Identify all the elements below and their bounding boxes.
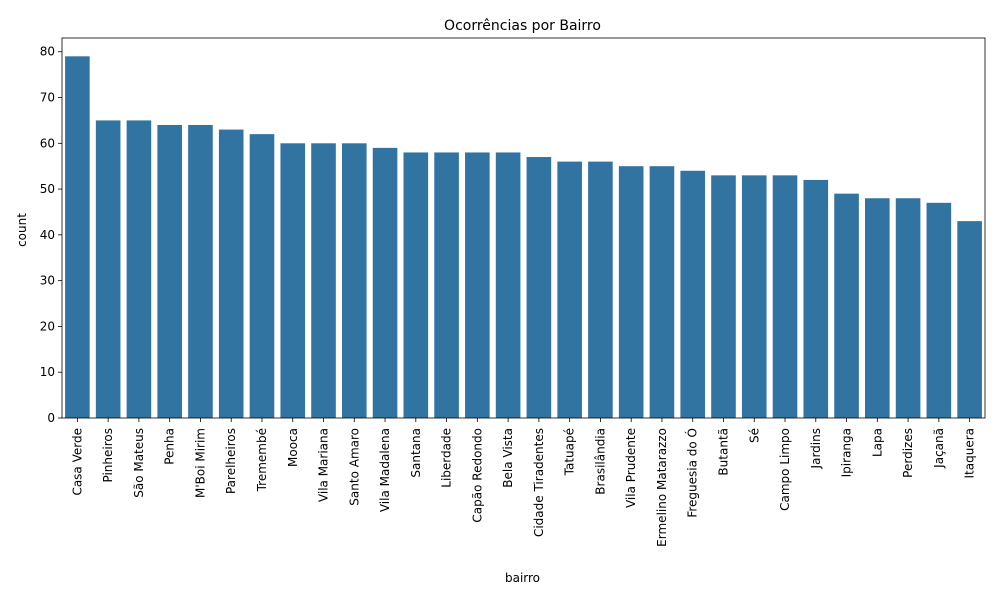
x-tick-label: Mooca — [286, 428, 300, 467]
x-tick-label: Butantã — [716, 428, 730, 476]
y-tick-label: 20 — [40, 319, 55, 333]
bar — [618, 166, 644, 418]
y-tick-label: 30 — [40, 274, 55, 288]
bar — [588, 161, 613, 419]
bar — [95, 120, 121, 418]
bar — [803, 179, 829, 418]
x-tick-label: Freguesia do Ó — [685, 428, 700, 518]
y-tick-label: 70 — [40, 91, 55, 105]
y-tick-label: 50 — [40, 182, 55, 196]
bar — [341, 143, 367, 418]
bar — [711, 175, 736, 418]
bars-group — [65, 56, 982, 419]
bar — [895, 198, 921, 418]
x-tick-label: Liberdade — [440, 428, 454, 488]
bar — [249, 134, 275, 418]
bar — [957, 221, 982, 418]
bar — [372, 147, 398, 418]
bar — [65, 56, 90, 418]
x-tick-label: Penha — [163, 428, 177, 465]
x-tick-label: Tatuapé — [563, 428, 577, 476]
y-tick-label: 60 — [40, 136, 55, 150]
x-tick-label: Santo Amaro — [347, 428, 361, 506]
bar — [280, 143, 306, 418]
x-tick-label: Cidade Tiradentes — [532, 428, 546, 537]
bar — [188, 124, 213, 419]
x-tick-label: Lapa — [870, 428, 884, 457]
bar — [772, 175, 798, 418]
chart-title: Ocorrências por Bairro — [444, 18, 601, 34]
bar — [741, 175, 767, 418]
bar — [680, 170, 706, 418]
bar — [926, 202, 952, 418]
y-axis-label: count — [15, 213, 29, 247]
y-tick-label: 80 — [40, 45, 55, 59]
x-tick-label: Santana — [409, 428, 423, 478]
x-tick-label: Brasilândia — [593, 428, 607, 495]
bar — [865, 198, 890, 418]
y-tick-label: 0 — [47, 411, 55, 425]
bar — [465, 152, 490, 418]
x-axis: Casa Verde Pinheiros São Mateus Penha M'Boi … — [70, 418, 977, 547]
x-tick-label: Parelheiros — [224, 428, 238, 494]
x-tick-label: Itaquera — [963, 428, 977, 479]
x-tick-label: Jaçanã — [932, 428, 946, 469]
bar — [218, 129, 244, 418]
x-tick-label: Vila Prudente — [624, 428, 638, 508]
x-tick-label: Capão Redondo — [470, 428, 484, 523]
x-tick-label: Vila Mariana — [317, 428, 331, 502]
x-tick-label: Bela Vista — [501, 428, 515, 488]
bar — [157, 124, 182, 419]
bar — [495, 152, 521, 418]
x-tick-label: São Mateus — [132, 428, 146, 498]
x-tick-label: Ipiranga — [840, 428, 854, 477]
bar — [126, 120, 152, 418]
x-tick-label: Jardins — [809, 428, 823, 469]
bar — [403, 152, 429, 418]
x-tick-label: Sé — [747, 428, 761, 443]
bar — [434, 152, 459, 418]
bar — [834, 193, 859, 418]
y-axis: 0 10 20 30 40 50 60 70 80 — [40, 45, 62, 425]
bar — [649, 166, 675, 418]
x-tick-label: Perdizes — [901, 428, 915, 478]
x-tick-label: Pinheiros — [101, 428, 115, 483]
x-tick-label: M'Boi Mirim — [193, 428, 207, 498]
x-tick-label: Vila Madalena — [378, 428, 392, 512]
x-tick-label: Campo Limpo — [778, 428, 792, 511]
x-tick-label: Ermelino Matarazzo — [655, 428, 669, 547]
y-tick-label: 40 — [40, 228, 55, 242]
x-tick-label: Tremembé — [255, 428, 269, 492]
x-axis-label: bairro — [505, 571, 540, 585]
y-tick-label: 10 — [40, 365, 55, 379]
bar — [526, 157, 552, 419]
x-tick-label: Casa Verde — [70, 428, 84, 496]
plot-frame — [61, 37, 986, 419]
bar — [557, 161, 582, 419]
bar — [311, 143, 336, 418]
